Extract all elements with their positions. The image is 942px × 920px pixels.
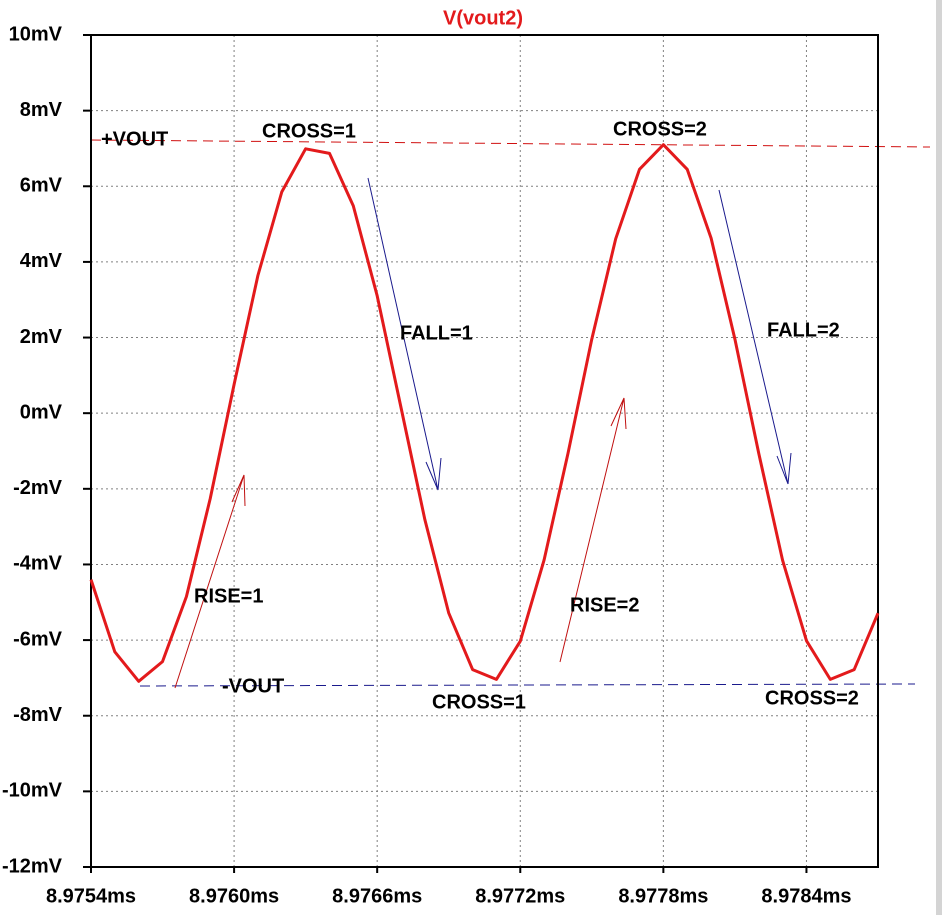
vout-plus-line (90, 139, 931, 148)
x-tick-label: 8.9754ms (46, 885, 136, 907)
y-tick-label: -2mV (13, 477, 63, 499)
y-tick-label: -8mV (13, 704, 63, 726)
annotation: FALL=2 (767, 319, 840, 341)
window-edge (936, 0, 942, 915)
annotation: CROSS=1 (262, 120, 356, 142)
x-tick-label: 8.9784ms (761, 885, 851, 907)
y-tick-label: 0mV (20, 401, 63, 423)
chart-title: V(vout2) (443, 7, 523, 29)
y-tick-label: 4mV (20, 250, 63, 272)
rise-arrow (174, 474, 246, 689)
vout-minus-line (139, 683, 916, 687)
plot-frame (90, 34, 879, 868)
annotation: FALL=1 (400, 322, 473, 344)
y-tick-label: -12mV (2, 855, 63, 877)
y-tick-label: -10mV (2, 780, 63, 802)
y-tick-label: -4mV (13, 553, 63, 575)
series-line (89, 143, 880, 683)
x-tick-label: 8.9766ms (332, 885, 422, 907)
annotation: CROSS=1 (432, 691, 526, 713)
annotation: CROSS=2 (613, 118, 707, 140)
arrows (174, 177, 792, 689)
y-tick-label: -6mV (13, 628, 63, 650)
fall-arrow (367, 177, 442, 491)
annotation: RISE=2 (570, 594, 639, 616)
y-tick-label: 10mV (9, 23, 63, 45)
y-tick-label: 2mV (20, 326, 63, 348)
x-tick-label: 8.9760ms (189, 885, 279, 907)
x-tick-label: 8.9778ms (618, 885, 708, 907)
annotation: -VOUT (222, 675, 284, 697)
annotation: +VOUT (101, 128, 168, 150)
x-tick-label: 8.9772ms (475, 885, 565, 907)
y-tick-label: 6mV (20, 175, 63, 197)
fall-arrow (718, 189, 792, 485)
rise-arrow (559, 397, 627, 663)
annotation: RISE=1 (194, 585, 263, 607)
y-tick-label: 8mV (20, 99, 63, 121)
annotation: CROSS=2 (765, 687, 859, 709)
